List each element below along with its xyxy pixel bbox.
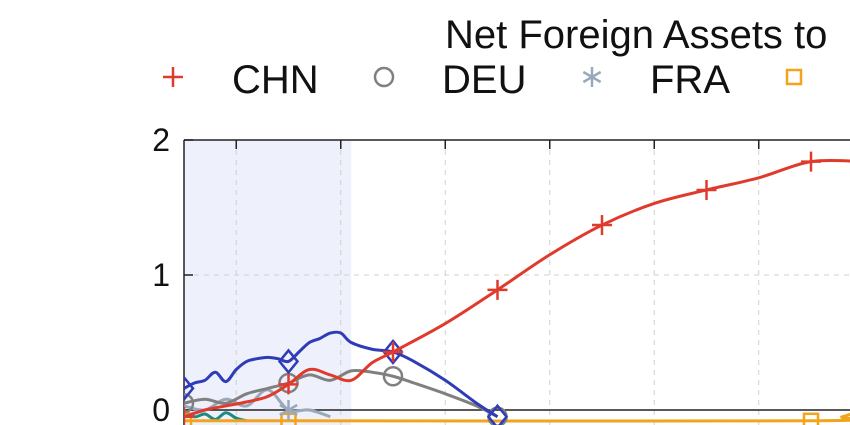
y-tick-label: 1 [152, 257, 170, 293]
y-tick-label: 0 [152, 392, 170, 425]
data-point [184, 406, 194, 425]
legend-label: FRA [650, 58, 730, 102]
data-point [802, 412, 820, 425]
data-point [487, 279, 508, 300]
chart-title: Net Foreign Assets to [445, 13, 827, 57]
chart-series [184, 151, 850, 425]
data-point [184, 393, 195, 414]
data-point [184, 412, 193, 425]
y-tick-label: 2 [152, 122, 170, 158]
series-line [184, 412, 850, 423]
data-point [382, 366, 404, 387]
data-point [184, 375, 195, 402]
recession-shading [184, 140, 352, 425]
series-line [184, 368, 499, 419]
data-point [801, 151, 821, 172]
data-point [278, 374, 299, 395]
data-point [373, 66, 395, 88]
data-point [486, 403, 509, 425]
y-tick-labels: 0 1 2 [152, 122, 170, 425]
legend-item [785, 68, 803, 86]
data-point [592, 215, 612, 236]
legend-label: CHN [232, 58, 319, 102]
data-point [582, 67, 602, 87]
legend-label: DEU [442, 58, 526, 102]
data-point [163, 67, 183, 87]
data-point [696, 179, 717, 200]
data-point [279, 400, 298, 420]
chart-legend: CHN DEU FRA [163, 58, 803, 102]
legend-item: DEU [373, 58, 526, 102]
data-point [383, 341, 403, 362]
data-point [277, 348, 300, 375]
legend-item: FRA [582, 58, 730, 102]
legend-item: CHN [163, 58, 319, 102]
series-chn [184, 151, 850, 425]
data-point [785, 68, 803, 86]
